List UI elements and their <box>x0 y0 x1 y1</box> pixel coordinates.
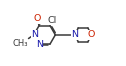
Text: N: N <box>72 30 78 39</box>
Text: O: O <box>34 14 41 23</box>
Text: N: N <box>36 40 43 49</box>
Text: CH₃: CH₃ <box>12 39 28 48</box>
Text: O: O <box>87 30 95 39</box>
Text: N: N <box>31 30 38 39</box>
Text: Cl: Cl <box>47 16 56 25</box>
